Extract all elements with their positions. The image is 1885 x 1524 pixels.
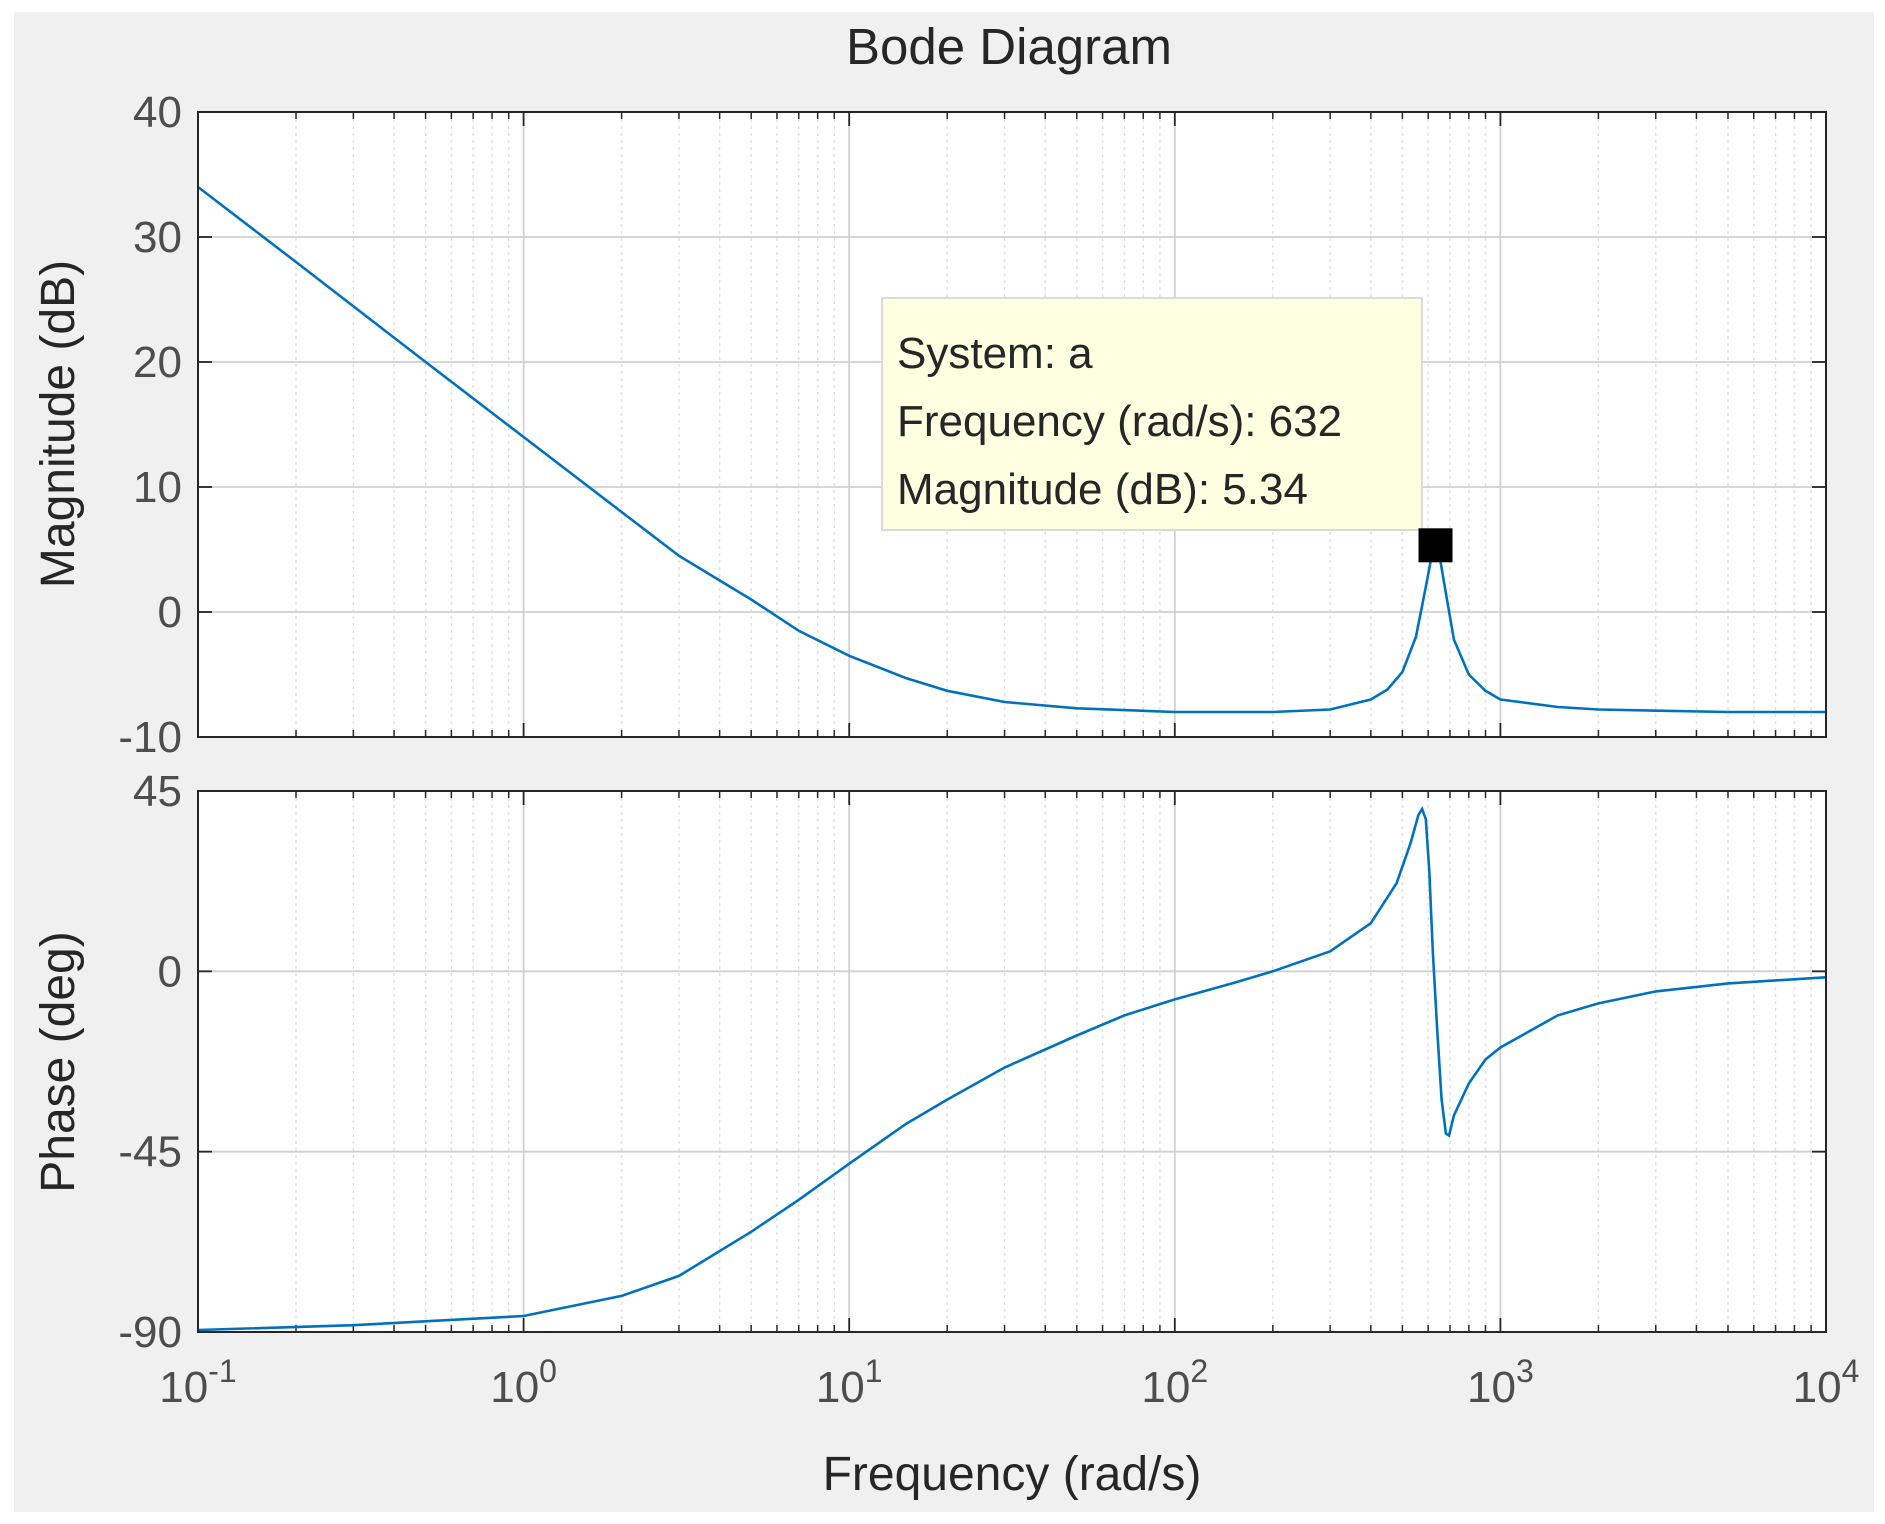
magnitude-y-tick-label: -10 [118, 713, 182, 762]
x-axis-label: Frequency (rad/s) [823, 1448, 1202, 1501]
chart-title: Bode Diagram [846, 18, 1172, 75]
phase-panel: 45 0 -45 -90 Phase (deg) [32, 767, 1827, 1357]
phase-y-tick-label: 0 [158, 947, 182, 996]
x-tick-labels: 10-1 100 101 102 103 104 [159, 1353, 1859, 1412]
magnitude-axes-box [197, 111, 1827, 738]
phase-y-axis-label: Phase (deg) [32, 931, 85, 1193]
datatip-marker[interactable] [1418, 528, 1453, 563]
magnitude-panel: 40 30 20 10 0 -10 Magnitude (dB) [32, 88, 1827, 762]
x-tick-label: 102 [1141, 1353, 1208, 1412]
phase-y-tick-label: -45 [118, 1128, 182, 1177]
x-tick-label: 100 [490, 1353, 557, 1412]
x-tick-label: 103 [1467, 1353, 1534, 1412]
phase-y-tick-label: -90 [118, 1308, 182, 1357]
figure-window: Bode Diagram 40 30 20 10 0 -10 Magnitude (dB)… [14, 12, 1874, 1512]
datatip-box [881, 297, 1423, 531]
phase-series-line [197, 806, 1827, 1332]
datatip-frequency-text: Frequency (rad/s): 632 [897, 397, 1342, 446]
phase-y-tick-labels: 45 0 -45 -90 [118, 767, 182, 1357]
magnitude-y-tick-label: 30 [133, 213, 182, 262]
magnitude-series-line [197, 185, 1826, 714]
x-tick-label: 10-1 [159, 1353, 236, 1412]
datatip[interactable]: System: a Frequency (rad/s): 632 Magnitu… [881, 297, 1453, 563]
phase-axes-box [197, 790, 1827, 1333]
magnitude-y-tick-labels: 40 30 20 10 0 -10 [118, 88, 182, 762]
magnitude-y-axis-label: Magnitude (dB) [32, 260, 85, 588]
magnitude-gridlines [197, 111, 1827, 738]
datatip-magnitude-text: Magnitude (dB): 5.34 [897, 465, 1308, 514]
magnitude-y-tick-label: 0 [158, 588, 182, 637]
x-tick-label: 104 [1793, 1353, 1860, 1412]
datatip-system-text: System: a [897, 329, 1093, 378]
magnitude-y-tick-label: 40 [133, 88, 182, 137]
phase-y-tick-label: 45 [133, 767, 182, 816]
magnitude-y-tick-label: 20 [133, 338, 182, 387]
phase-plot-area [198, 791, 1826, 1332]
x-tick-label: 101 [816, 1353, 883, 1412]
magnitude-y-tick-label: 10 [133, 463, 182, 512]
